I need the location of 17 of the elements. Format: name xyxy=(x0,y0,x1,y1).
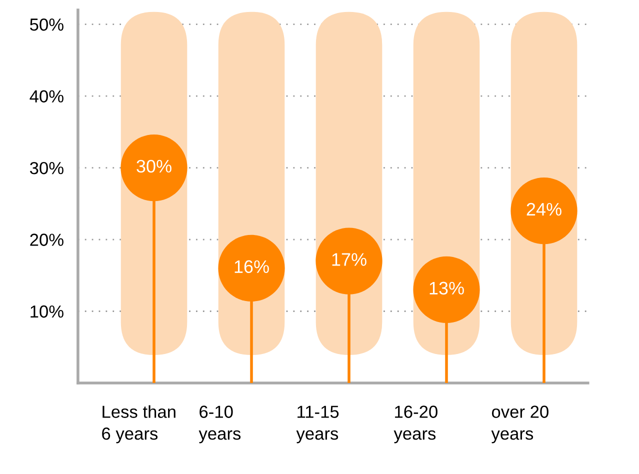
x-tick-label: 6-10 years xyxy=(198,406,241,444)
y-tick-label: 20% xyxy=(30,234,64,246)
point xyxy=(316,228,382,294)
y-tick-label: 50% xyxy=(30,18,64,31)
y-tick-label: 30% xyxy=(30,162,64,174)
x-tick-label: 11-15 years xyxy=(296,406,339,444)
data-label: 13% xyxy=(430,282,464,295)
data-label: 30% xyxy=(136,160,172,173)
x-tick-label: 16-20 years xyxy=(394,406,438,444)
data-label: 17% xyxy=(332,253,366,266)
point xyxy=(218,234,285,302)
y-tick-label: 10% xyxy=(30,305,64,318)
data-label: 16% xyxy=(234,260,269,274)
x-tick-label: over 20 years xyxy=(491,406,548,444)
y-tick-label: 40% xyxy=(30,90,64,102)
data-label: 24% xyxy=(526,202,562,216)
x-tick-label: Less than 6 years xyxy=(102,405,176,444)
